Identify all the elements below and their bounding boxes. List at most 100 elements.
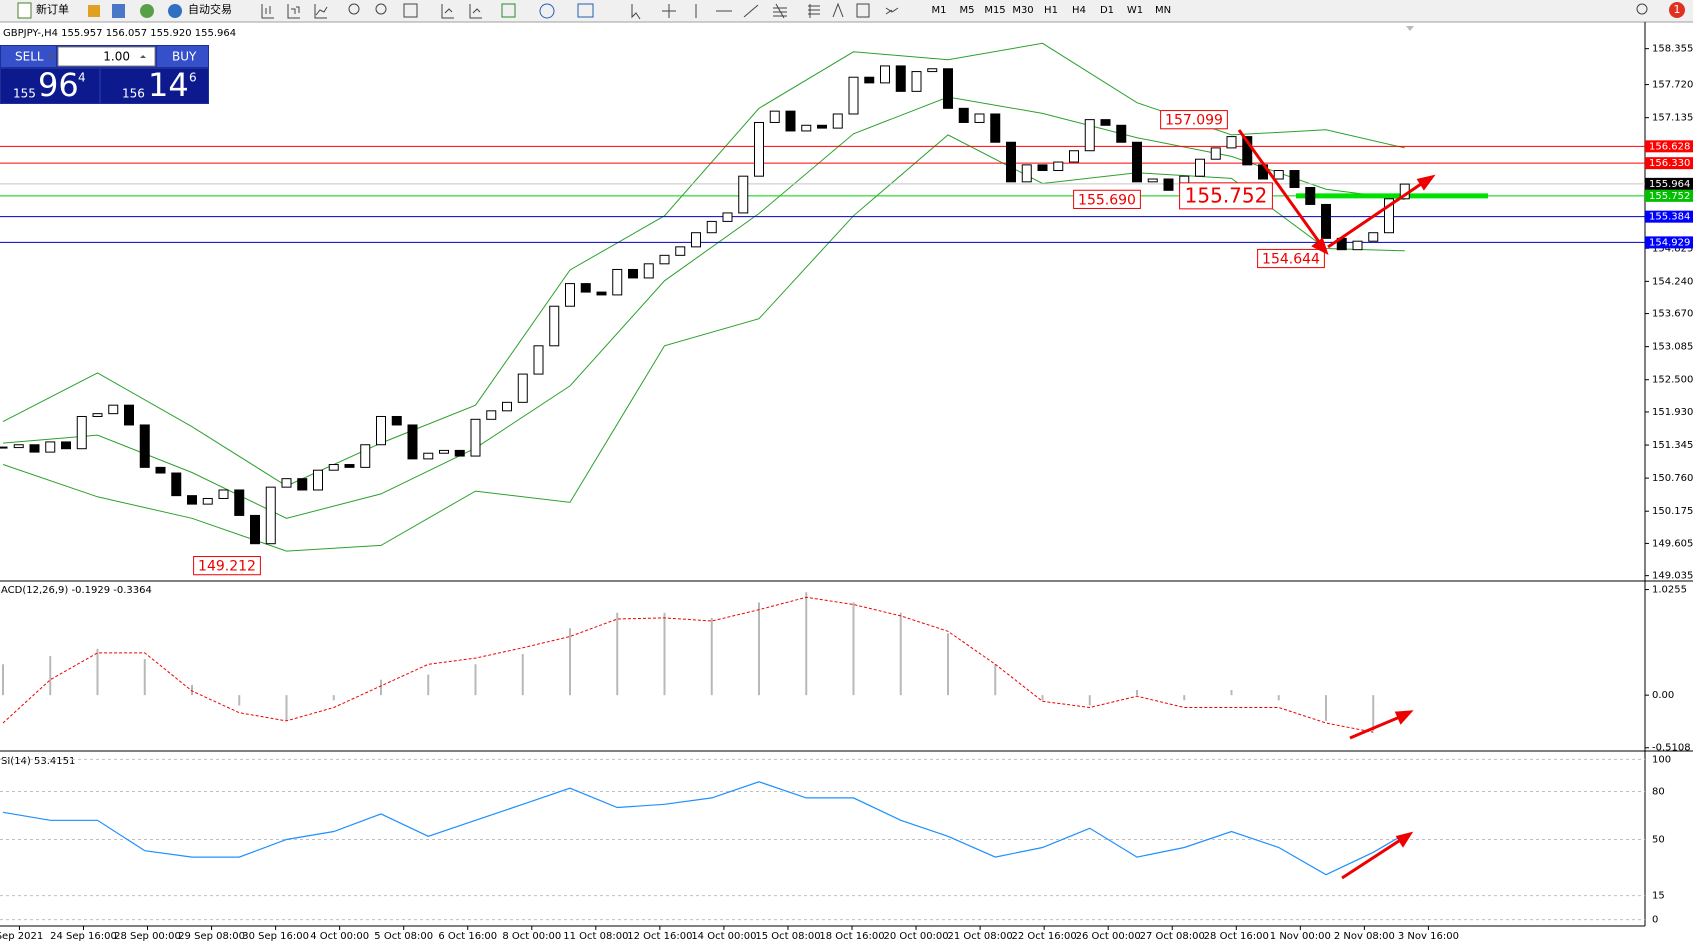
search-icon[interactable] <box>1636 3 1648 15</box>
candle-body <box>958 107 969 123</box>
icon[interactable] <box>631 4 641 20</box>
candle-body <box>187 495 197 505</box>
candle-body <box>502 401 512 412</box>
icon[interactable] <box>808 4 820 18</box>
candle-body <box>801 124 812 132</box>
candle-body <box>738 175 749 214</box>
candle-body <box>1084 119 1095 152</box>
ask-main: 14 <box>148 66 189 104</box>
x-tick-label: 21 Oct 08:00 <box>947 931 1012 942</box>
ask-sup: 6 <box>189 71 197 85</box>
timeframe-button[interactable]: M5 <box>960 5 975 16</box>
candle-body <box>659 254 670 265</box>
annotation-label: 155.690 <box>1078 192 1136 208</box>
bid-box[interactable] <box>1 69 99 103</box>
candle-body <box>470 418 481 457</box>
icon[interactable] <box>773 3 787 19</box>
x-tick-label: 30 Sep 16:00 <box>242 931 309 942</box>
candle-body <box>454 449 465 457</box>
level-label-bg <box>1645 157 1693 170</box>
icon[interactable] <box>140 4 154 18</box>
candle-body <box>1368 232 1379 242</box>
toolbar-icons[interactable] <box>261 2 1648 20</box>
icon[interactable] <box>662 4 676 18</box>
candle-body <box>92 413 103 417</box>
candle-body <box>1289 170 1300 188</box>
level-label-bg <box>1645 177 1693 190</box>
icon[interactable] <box>314 4 328 19</box>
candle-body <box>1100 119 1111 126</box>
auto-trading-button[interactable]: 自动交易 <box>168 2 232 18</box>
timeframe-button[interactable]: MN <box>1155 5 1171 16</box>
y-tick-label: 153.670 <box>1652 309 1693 320</box>
timeframe-button[interactable]: H1 <box>1044 5 1058 16</box>
symbol-header: GBPJPY-,H4 155.957 156.057 155.920 155.9… <box>3 28 236 39</box>
y-tick-label: 1.0255 <box>1652 585 1687 596</box>
ask-box[interactable] <box>101 69 208 103</box>
annotation-box <box>1257 248 1325 269</box>
timeframe-button[interactable]: M15 <box>984 5 1005 16</box>
timeframe-button[interactable]: H4 <box>1072 5 1086 16</box>
icon[interactable] <box>469 4 482 19</box>
candle-body <box>1352 240 1363 251</box>
candle-body <box>706 220 717 234</box>
candle-body <box>643 263 654 279</box>
icon[interactable] <box>375 3 387 15</box>
icon[interactable] <box>88 5 100 17</box>
icon[interactable] <box>885 7 899 15</box>
candle-body <box>864 76 875 84</box>
candle-body <box>1116 124 1127 143</box>
icon[interactable] <box>743 4 759 18</box>
icon[interactable] <box>348 3 360 15</box>
y-tick-label: 157.720 <box>1652 80 1693 91</box>
timeframe-button[interactable]: M30 <box>1012 5 1033 16</box>
icon[interactable] <box>539 3 555 19</box>
lot-field[interactable] <box>57 46 156 67</box>
candle-body <box>911 71 922 92</box>
timeframe-button[interactable]: W1 <box>1127 5 1143 16</box>
candle-body <box>628 268 638 279</box>
candle-body <box>139 424 150 468</box>
candle-body <box>675 246 686 256</box>
icon[interactable] <box>832 2 844 18</box>
y-tick-label: 152.500 <box>1652 375 1693 386</box>
level-label-bg <box>1645 140 1693 153</box>
icon[interactable] <box>441 4 454 19</box>
candle-body <box>1321 203 1331 239</box>
candle-body <box>580 283 591 293</box>
timeframe-button[interactable]: D1 <box>1100 5 1114 16</box>
candle-body <box>1147 178 1158 183</box>
candle-body <box>1210 147 1221 160</box>
candle-body <box>297 478 308 491</box>
scroll-marker <box>1406 26 1414 31</box>
x-tick-label: Sep 2021 <box>0 931 43 942</box>
icon[interactable] <box>577 3 594 18</box>
icon[interactable] <box>501 3 516 18</box>
arrow <box>1327 180 1425 249</box>
icon[interactable] <box>261 4 274 19</box>
notification-badge[interactable] <box>1669 2 1685 18</box>
icon[interactable] <box>403 3 418 18</box>
toolbar: 新订单 自动交易 <box>0 0 1693 23</box>
candle-body <box>549 305 560 347</box>
icon[interactable] <box>856 3 870 18</box>
icon[interactable] <box>112 4 125 18</box>
x-tick-label: 20 Oct 00:00 <box>883 931 948 942</box>
candle-body <box>754 121 764 177</box>
icon[interactable] <box>287 4 300 19</box>
level-label: 155.964 <box>1649 179 1690 190</box>
candle-body <box>832 113 843 129</box>
candle-body <box>1053 161 1064 172</box>
new-order-button[interactable]: 新订单 <box>17 2 69 19</box>
buy-button[interactable] <box>157 46 208 67</box>
candle-body <box>155 466 166 474</box>
candle-body <box>1132 141 1142 183</box>
candle-body <box>1069 150 1079 163</box>
timeframe-button[interactable]: M1 <box>932 5 947 16</box>
candle-body <box>250 514 260 545</box>
bid-main: 96 <box>38 66 79 104</box>
annotation-box <box>1179 182 1273 210</box>
y-tick-label: 0.00 <box>1652 690 1674 701</box>
y-tick-label: 149.605 <box>1652 538 1693 549</box>
sell-button[interactable] <box>1 46 56 67</box>
